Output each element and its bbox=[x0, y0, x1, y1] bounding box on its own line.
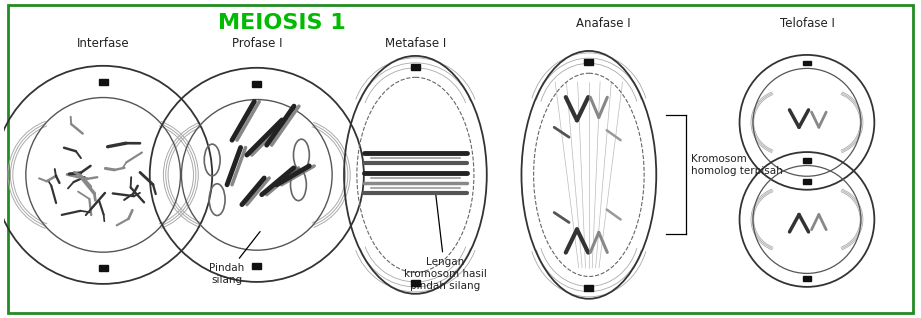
Bar bbox=[411, 280, 420, 286]
Text: Telofase I: Telofase I bbox=[779, 17, 834, 30]
Bar bbox=[252, 263, 262, 269]
FancyBboxPatch shape bbox=[8, 5, 913, 313]
Text: Interfase: Interfase bbox=[76, 37, 130, 50]
Text: Lengan
kromosom hasil
pindah silang: Lengan kromosom hasil pindah silang bbox=[403, 192, 486, 291]
Text: MEIOSIS 1: MEIOSIS 1 bbox=[217, 13, 345, 33]
Bar bbox=[803, 60, 810, 66]
Text: Pindah
silang: Pindah silang bbox=[209, 232, 260, 285]
Text: Kromosom
homolog terpisah: Kromosom homolog terpisah bbox=[691, 154, 783, 176]
Bar bbox=[252, 81, 262, 87]
Bar bbox=[411, 64, 420, 70]
Bar bbox=[99, 265, 108, 271]
Bar bbox=[585, 285, 593, 291]
Bar bbox=[99, 79, 108, 85]
Bar bbox=[803, 179, 810, 184]
Text: Anafase I: Anafase I bbox=[577, 17, 631, 30]
Text: Profase I: Profase I bbox=[231, 37, 282, 50]
Text: Metafase I: Metafase I bbox=[385, 37, 446, 50]
Bar bbox=[803, 158, 810, 162]
Bar bbox=[585, 59, 593, 65]
Bar bbox=[803, 276, 810, 281]
